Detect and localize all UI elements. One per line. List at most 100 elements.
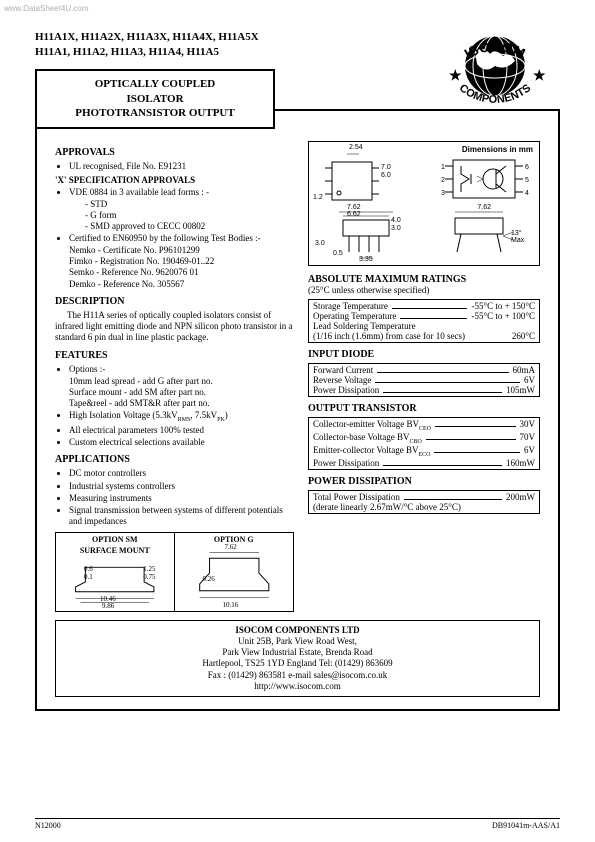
dim-30: 3.0 [391, 225, 401, 232]
svg-text:2: 2 [441, 177, 445, 184]
dims-label: Dimensions in mm [462, 145, 533, 154]
dim-1016: 10.16 [223, 601, 239, 609]
ec-label: Emitter-collector Voltage BVECO [313, 445, 430, 458]
rv-value: 6V [524, 375, 535, 385]
svg-text:★: ★ [449, 68, 462, 84]
svg-text:1: 1 [441, 164, 445, 171]
leadform-smd: - SMD approved to CECC 00802 [55, 221, 294, 232]
dim-40: 4.0 [391, 217, 401, 224]
lead-value: 260°C [512, 331, 535, 341]
foot-left: N12000 [35, 821, 61, 830]
cb-value: 70V [520, 432, 536, 445]
title-l1: OPTICALLY COUPLED [45, 77, 265, 92]
dim-06: 0.6 [84, 565, 93, 573]
parts-line2: H11A1, H11A2, H11A3, H11A4, H11A5 [35, 45, 355, 60]
watermark: www.DataSheet4U.com [4, 4, 88, 13]
features-heading: FEATURES [55, 350, 294, 361]
feature-tested: All electrical parameters 100% tested [69, 425, 294, 436]
globe-icon: ISOCOM COMPONENTS ★ ★ [435, 26, 555, 121]
pkg-top-icon [317, 150, 407, 205]
page-footer: N12000 DB91041m-AAS/A1 [35, 818, 560, 830]
body-demko: Demko - Reference No. 305567 [55, 279, 294, 290]
dim-026: 0.26 [203, 575, 215, 583]
dim-335: 3.35 [359, 256, 373, 263]
company-name: ISOCOM COMPONENTS LTD [64, 625, 531, 636]
svg-text:5: 5 [525, 177, 529, 184]
totpd-value: 200mW [506, 492, 535, 502]
part-numbers: H11A1X, H11A2X, H11A3X, H11A4X, H11A5X H… [35, 30, 355, 61]
feature-options: Options :- [69, 364, 294, 375]
parts-line1: H11A1X, H11A2X, H11A3X, H11A4X, H11A5X [35, 30, 355, 45]
dpd-value: 105mW [506, 385, 535, 395]
dim-125: 1.25 [143, 565, 155, 573]
dim-762: 7.62 [347, 204, 361, 211]
addr2: Park View Industrial Estate, Brenda Road [64, 647, 531, 658]
option-sm: Surface mount - add SM after part no. [55, 387, 294, 398]
approval-vde: VDE 0884 in 3 available lead forms : - [69, 187, 294, 198]
body-nemko: Nemko - Certificate No. P96101299 [55, 245, 294, 256]
right-column: Dimensions in mm 2.54 7.0 [308, 141, 540, 611]
title-box: OPTICALLY COUPLED ISOLATOR PHOTOTRANSIST… [35, 69, 275, 130]
lead-label: Lead Soldering Temperature [313, 321, 416, 331]
diode-heading: INPUT DIODE [308, 349, 540, 360]
approvals-heading: APPROVALS [55, 147, 294, 158]
option-g: 10mm lead spread - add G after part no. [55, 376, 294, 387]
tpd-label: Power Dissipation [313, 458, 379, 468]
dim-01: 0.1 [84, 573, 93, 581]
url: http://www.isocom.com [64, 681, 531, 692]
dpd-label: Power Dissipation [313, 385, 379, 395]
app-industrial: Industrial systems controllers [69, 481, 294, 492]
fc-label: Forward Current [313, 365, 373, 375]
main-frame: APPROVALS UL recognised, File No. E91231… [35, 109, 560, 711]
title-l2: ISOLATOR [45, 92, 265, 107]
app-signal: Signal transmission between systems of d… [69, 505, 294, 528]
dim-13deg: 13° Max [511, 230, 533, 244]
foot-right: DB91041m-AAS/A1 [492, 821, 560, 830]
operating-value: -55°C to + 100°C [471, 311, 535, 321]
app-measuring: Measuring instruments [69, 493, 294, 504]
app-dc: DC motor controllers [69, 468, 294, 479]
company-footer: ISOCOM COMPONENTS LTD Unit 25B, Park Vie… [55, 620, 540, 698]
cb-label: Collector-base Voltage BVCBO [313, 432, 422, 445]
dim-762r: 7.62 [477, 204, 491, 211]
package-drawing: Dimensions in mm 2.54 7.0 [308, 141, 540, 266]
svg-text:4: 4 [525, 190, 529, 197]
transistor-table: Collector-emitter Voltage BVCEO30V Colle… [308, 417, 540, 469]
svg-text:6: 6 [525, 164, 529, 171]
dim-70: 7.0 [381, 164, 391, 171]
addr3: Hartlepool, TS25 1YD England Tel: (01429… [64, 658, 531, 669]
page-container: H11A1X, H11A2X, H11A3X, H11A4X, H11A5X H… [35, 30, 560, 711]
lead-label2: (1/16 inch (1.6mm) from case for 10 secs… [313, 331, 465, 341]
addr1: Unit 25B, Park View Road West, [64, 636, 531, 647]
fc-value: 60mA [513, 365, 536, 375]
storage-value: -55°C to + 150°C [471, 301, 535, 311]
operating-label: Operating Temperature [313, 311, 396, 321]
tpd-value: 160mW [506, 458, 535, 468]
svg-text:3: 3 [441, 190, 445, 197]
totpd-label: Total Power Dissipation [313, 492, 400, 502]
dim-12: 1.2 [313, 194, 323, 201]
svg-text:★: ★ [533, 68, 546, 84]
option-g-drawing [175, 546, 294, 604]
approval-ul: UL recognised, File No. E91231 [69, 161, 294, 172]
pdiss-heading: POWER DISSIPATION [308, 476, 540, 487]
title-l3: PHOTOTRANSISTOR OUTPUT [45, 106, 265, 121]
diode-table: Forward Current60mA Reverse Voltage6V Po… [308, 363, 540, 397]
left-column: APPROVALS UL recognised, File No. E91231… [55, 141, 294, 611]
feature-isolation: High Isolation Voltage (5.3kVRMS, 7.5kVP… [69, 410, 294, 424]
dim-075: 0.75 [143, 573, 155, 581]
pkg-schematic-icon: 1 2 3 6 5 4 [441, 156, 531, 204]
isocom-logo: ISOCOM COMPONENTS ★ ★ [435, 26, 555, 121]
option-tape: Tape&reel - add SMT&R after part no. [55, 398, 294, 409]
option-sm-panel: OPTION SM SURFACE MOUNT 0.6 0.1 1.25 0.7… [56, 533, 175, 611]
description-text: The H11A series of optically coupled iso… [55, 310, 294, 344]
xspec-heading: 'X' SPECIFICATION APPROVALS [55, 175, 294, 185]
amr-sub: (25°C unless otherwise specified) [308, 285, 540, 295]
option-g-panel: OPTION G 7.62 0.26 10.16 [175, 533, 294, 611]
dim-254: 2.54 [349, 144, 363, 151]
amr-table: Storage Temperature-55°C to + 150°C Oper… [308, 299, 540, 343]
transistor-heading: OUTPUT TRANSISTOR [308, 403, 540, 414]
ce-label: Collector-emitter Voltage BVCEO [313, 419, 431, 432]
body-fimko: Fimko - Registration No. 190469-01..22 [55, 256, 294, 267]
option-drawings: OPTION SM SURFACE MOUNT 0.6 0.1 1.25 0.7… [55, 532, 294, 612]
